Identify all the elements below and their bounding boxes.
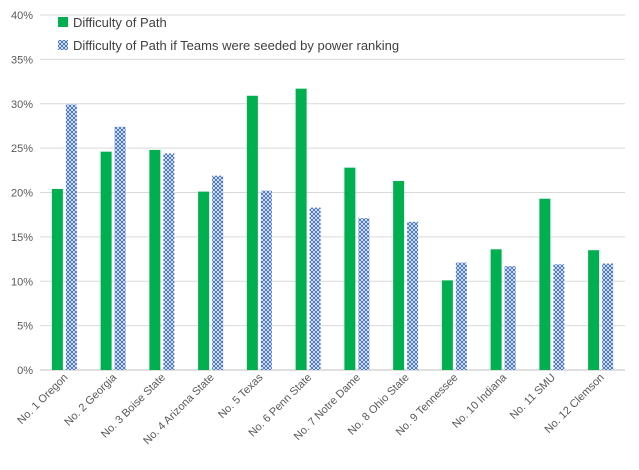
bar-difficulty-power-ranking <box>260 190 272 370</box>
y-tick-label: 20% <box>11 188 33 200</box>
bar-difficulty-power-ranking <box>65 104 77 370</box>
x-category-label: No. 11 SMU <box>508 372 558 422</box>
y-tick-label: 40% <box>11 10 33 22</box>
y-tick-label: 35% <box>11 54 33 66</box>
y-tick-label: 10% <box>11 276 33 288</box>
bar-difficulty-of-path <box>100 151 112 370</box>
gridlines <box>40 14 625 371</box>
bar-difficulty-of-path <box>149 149 161 370</box>
y-tick-label: 15% <box>11 232 33 244</box>
legend: Difficulty of Path Difficulty of Path if … <box>58 15 399 53</box>
legend-swatch <box>58 17 68 27</box>
bar-difficulty-power-ranking <box>553 264 565 370</box>
bar-difficulty-power-ranking <box>114 126 126 370</box>
bar-difficulty-of-path <box>344 167 356 370</box>
legend-label: Difficulty of Path <box>73 15 167 30</box>
bar-difficulty-power-ranking <box>504 266 516 370</box>
legend-swatch <box>58 40 68 50</box>
bar-difficulty-power-ranking <box>212 175 224 370</box>
y-tick-label: 0% <box>17 365 33 377</box>
bar-difficulty-power-ranking <box>602 263 614 370</box>
bar-difficulty-of-path <box>490 249 502 370</box>
bar-difficulty-power-ranking <box>309 207 321 370</box>
bar-difficulty-power-ranking <box>407 221 419 370</box>
y-tick-label: 25% <box>11 143 33 155</box>
bar-difficulty-of-path <box>588 250 600 370</box>
bar-difficulty-of-path <box>441 280 453 370</box>
x-category-label: No. 5 Texas <box>216 371 266 421</box>
bar-difficulty-of-path <box>51 188 63 370</box>
bar-difficulty-of-path <box>295 88 307 370</box>
y-tick-label: 5% <box>17 321 33 333</box>
bar-difficulty-of-path <box>198 191 210 370</box>
y-tick-label: 30% <box>11 99 33 111</box>
x-category-label: No. 1 Oregon <box>15 372 70 427</box>
bar-difficulty-power-ranking <box>455 262 467 370</box>
bar-difficulty-of-path <box>393 180 405 370</box>
bar-difficulty-of-path <box>246 95 258 370</box>
bars <box>51 88 614 370</box>
bar-difficulty-power-ranking <box>163 153 175 370</box>
bar-difficulty-power-ranking <box>358 218 370 370</box>
bar-difficulty-of-path <box>539 198 551 370</box>
legend-label: Difficulty of Path if Teams were seeded … <box>73 38 399 53</box>
y-axis-tick-labels: 0% 5% 10% 15% 20% 25% 30% 35% 40% <box>11 10 33 377</box>
